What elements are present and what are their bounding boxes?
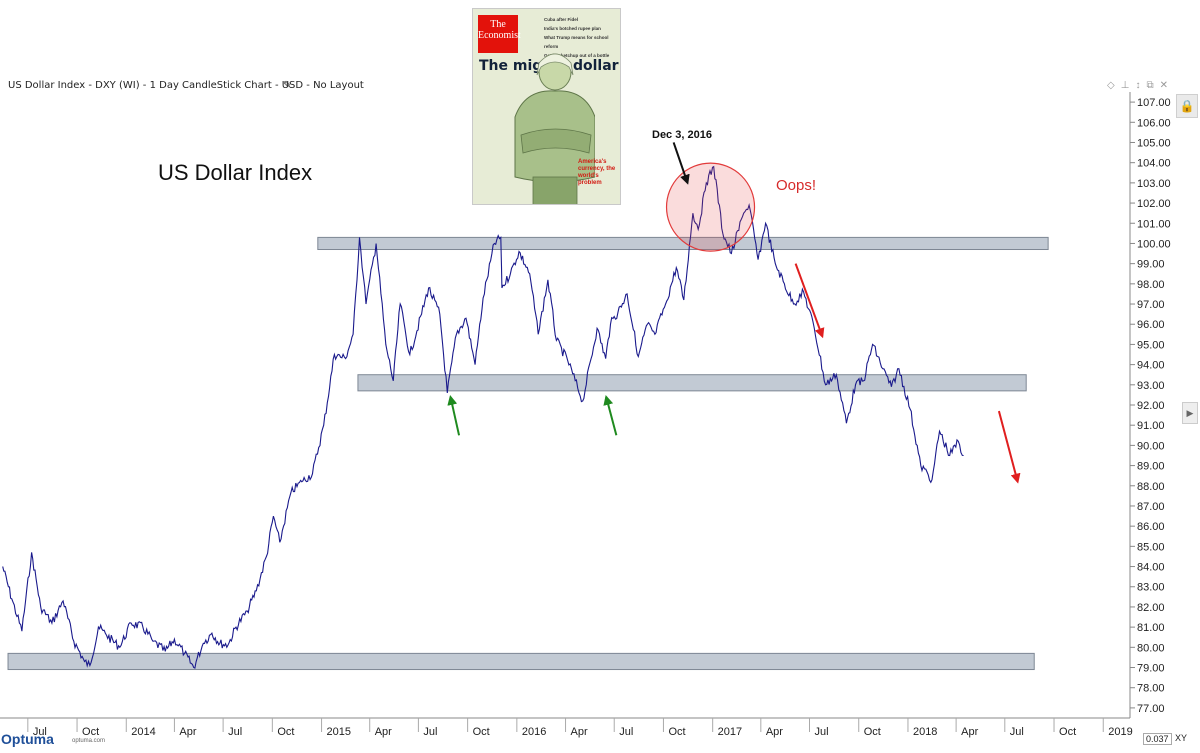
annotation-arrows — [447, 142, 1021, 484]
cover-headline: Getting ketchup out of a bottle — [544, 53, 610, 58]
cover-masthead: The Economist — [478, 15, 521, 53]
price-series — [2, 165, 964, 669]
y-tick-label: 101.00 — [1137, 218, 1171, 230]
y-tick-label: 94.00 — [1137, 360, 1165, 372]
y-tick-label: 100.00 — [1137, 238, 1171, 250]
scroll-right-icon[interactable]: ▶ — [1182, 402, 1198, 424]
x-tick-label: 2014 — [131, 726, 155, 738]
magazine-cover-image: The Economist Cuba after Fidel India's b… — [472, 8, 621, 205]
date-annotation: Dec 3, 2016 — [652, 129, 712, 141]
pencil-icon[interactable]: ✎ — [283, 80, 292, 91]
y-tick-label: 92.00 — [1137, 400, 1165, 412]
y-tick-label: 96.00 — [1137, 319, 1165, 331]
diamond-icon[interactable]: ◇ — [1107, 80, 1121, 91]
x-tick-label: Jul — [1010, 726, 1024, 738]
x-axis: Jul Oct 2014 Apr Jul Oct 2015 Apr Jul Oct 2016 Apr J… — [0, 717, 1133, 738]
up-down-icon[interactable]: ↕ — [1135, 80, 1147, 91]
y-tick-label: 107.00 — [1137, 97, 1171, 109]
x-tick-label: Oct — [473, 726, 490, 738]
y-tick-label: 84.00 — [1137, 562, 1165, 574]
highlight-circle — [665, 162, 756, 252]
figure-illustration — [514, 53, 595, 204]
close-icon[interactable]: ✕ — [1159, 80, 1174, 91]
y-tick-label: 103.00 — [1137, 178, 1171, 190]
x-tick-label: Oct — [82, 726, 99, 738]
x-tick-label: 2019 — [1108, 726, 1132, 738]
y-tick-label: 89.00 — [1137, 461, 1165, 473]
x-tick-label: 2017 — [718, 726, 742, 738]
optuma-logo: Optuma — [1, 731, 54, 747]
cover-headline: India's botched rupee plan — [544, 26, 601, 31]
x-tick-label: 2016 — [522, 726, 546, 738]
x-tick-label: Jul — [423, 726, 437, 738]
y-tick-label: 98.00 — [1137, 279, 1165, 291]
pin-icon[interactable]: ⊥ — [1120, 80, 1136, 91]
x-tick-label: Oct — [277, 726, 294, 738]
y-tick-label: 87.00 — [1137, 501, 1165, 513]
x-tick-label: Oct — [864, 726, 881, 738]
y-tick-label: 80.00 — [1137, 642, 1165, 654]
y-axis: 77.00 78.00 79.00 80.00 81.00 82.00 83.00 84.00… — [1129, 92, 1171, 718]
scale-unit[interactable]: XY — [1175, 733, 1188, 743]
x-tick-label: Jul — [619, 726, 633, 738]
optuma-logo-sub: optuma.com — [72, 738, 106, 744]
y-tick-label: 86.00 — [1137, 521, 1165, 533]
y-tick-label: 105.00 — [1137, 137, 1171, 149]
chart-toolbar-icons[interactable]: ◇⊥↕⧉✕ — [1107, 80, 1174, 91]
x-tick-label: Apr — [766, 726, 783, 738]
cover-headlines: Cuba after Fidel India's botched rupee p… — [544, 15, 618, 60]
y-tick-label: 95.00 — [1137, 339, 1165, 351]
cover-headline: What Trump means for school reform — [544, 35, 609, 49]
y-tick-label: 91.00 — [1137, 420, 1165, 432]
lock-icon[interactable]: 🔒 — [1176, 94, 1198, 118]
y-tick-label: 85.00 — [1137, 541, 1165, 553]
x-tick-label: Jul — [33, 726, 47, 738]
chart-title: US Dollar Index — [158, 160, 313, 185]
x-tick-label: Oct — [1059, 726, 1076, 738]
oops-annotation: Oops! — [776, 177, 817, 194]
support-zone — [7, 652, 1035, 671]
y-tick-label: 81.00 — [1137, 622, 1165, 634]
annotation-arrow — [794, 263, 825, 339]
support-zone — [357, 374, 1027, 392]
x-tick-label: 2018 — [913, 726, 937, 738]
y-tick-label: 78.00 — [1137, 683, 1165, 695]
x-tick-label: Oct — [668, 726, 685, 738]
scale-value[interactable]: 0.037 — [1143, 733, 1172, 745]
annotation-arrow — [997, 410, 1021, 484]
y-tick-label: 82.00 — [1137, 602, 1165, 614]
y-tick-label: 83.00 — [1137, 582, 1165, 594]
cover-subtitle: America's currency, the world's problem — [578, 159, 616, 186]
dxy-price-line — [2, 165, 964, 669]
x-tick-label: Apr — [179, 726, 196, 738]
y-tick-label: 104.00 — [1137, 158, 1171, 170]
copy-icon[interactable]: ⧉ — [1146, 80, 1160, 91]
y-tick-label: 90.00 — [1137, 440, 1165, 452]
y-tick-label: 77.00 — [1137, 703, 1165, 715]
support-zones — [7, 236, 1049, 671]
y-tick-label: 106.00 — [1137, 117, 1171, 129]
highlight-zone — [665, 162, 756, 252]
x-tick-label: Apr — [571, 726, 588, 738]
y-tick-label: 99.00 — [1137, 259, 1165, 271]
chart-header-title: US Dollar Index - DXY (WI) - 1 Day Candl… — [8, 80, 364, 91]
y-tick-label: 93.00 — [1137, 380, 1165, 392]
y-tick-label: 102.00 — [1137, 198, 1171, 210]
x-tick-label: Jul — [228, 726, 242, 738]
x-tick-label: 2015 — [327, 726, 351, 738]
x-tick-label: Apr — [375, 726, 392, 738]
x-tick-label: Jul — [815, 726, 829, 738]
annotation-arrow — [603, 394, 618, 436]
annotation-arrow — [447, 394, 461, 436]
x-tick-label: Apr — [961, 726, 978, 738]
annotation-arrow — [672, 142, 690, 185]
y-tick-label: 97.00 — [1137, 299, 1165, 311]
cover-headline: Cuba after Fidel — [544, 17, 579, 22]
y-tick-label: 88.00 — [1137, 481, 1165, 493]
y-tick-label: 79.00 — [1137, 663, 1165, 675]
